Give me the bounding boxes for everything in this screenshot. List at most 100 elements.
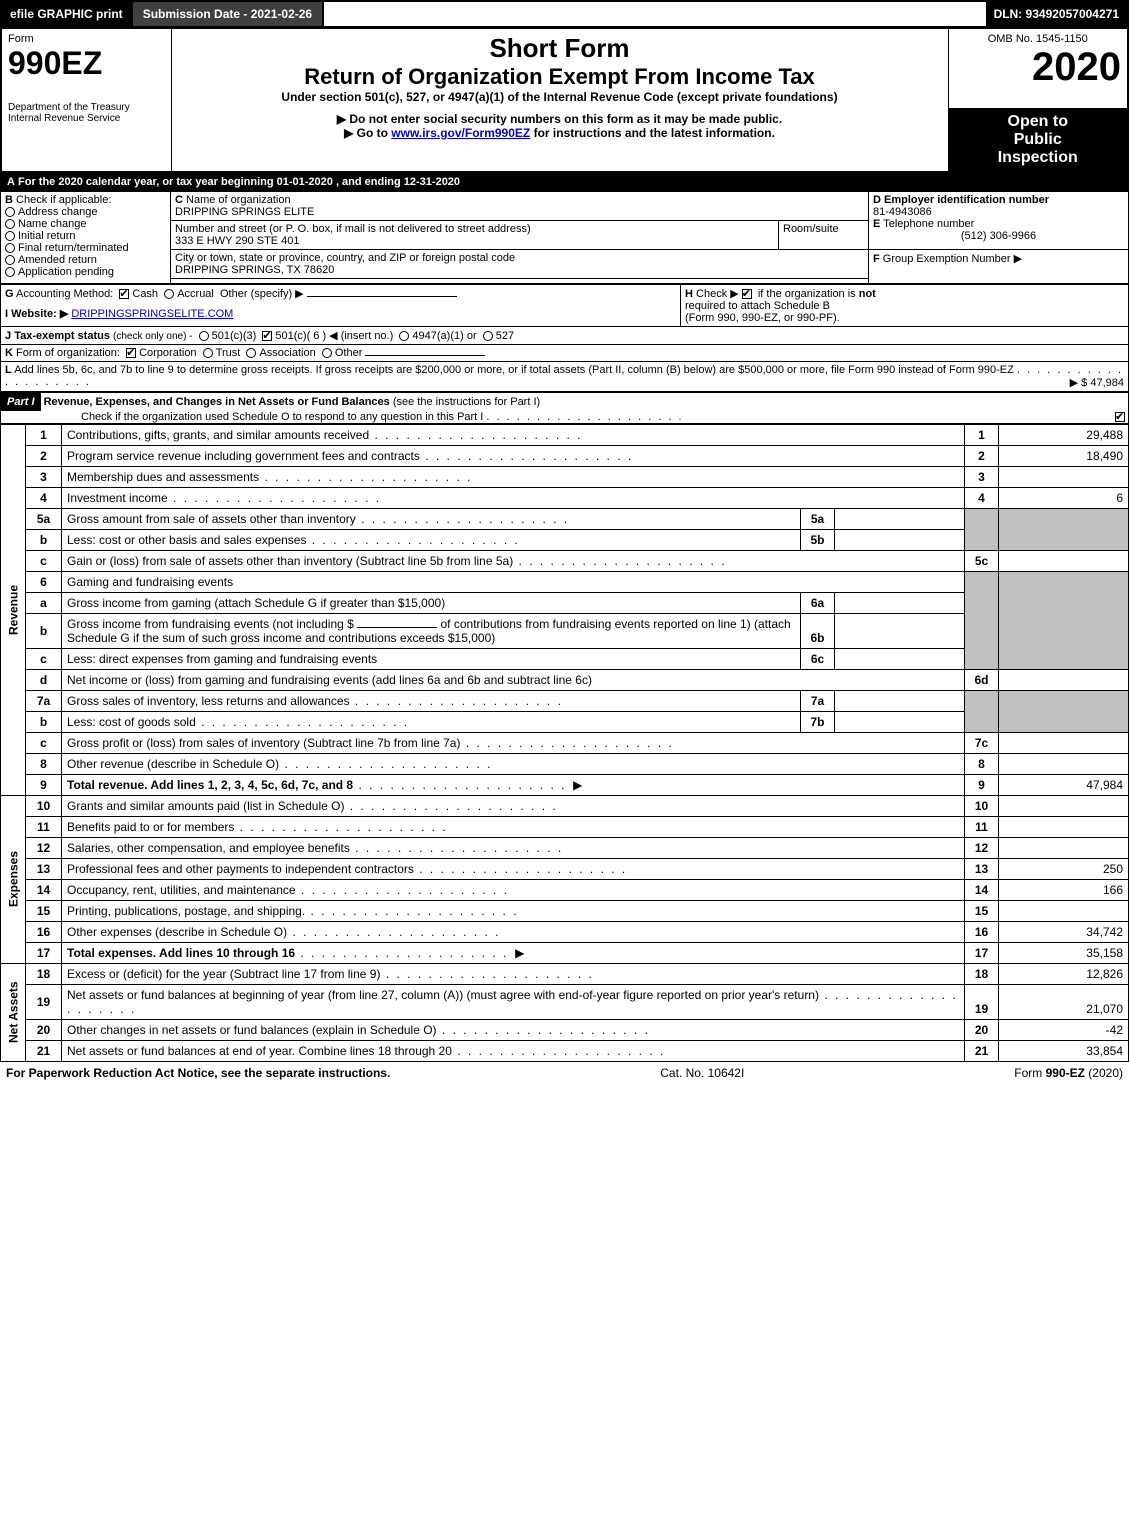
top-bar: efile GRAPHIC print Submission Date - 20… bbox=[0, 0, 1129, 28]
line-19-desc: Net assets or fund balances at beginning… bbox=[67, 988, 819, 1002]
line-1-desc: Contributions, gifts, grants, and simila… bbox=[67, 428, 369, 442]
line-13-num: 13 bbox=[26, 858, 62, 879]
checkbox-schedule-b-not-required[interactable] bbox=[742, 289, 752, 299]
checkbox-527[interactable] bbox=[483, 331, 493, 341]
line-6d-val bbox=[999, 669, 1129, 690]
part-i-check-text: Check if the organization used Schedule … bbox=[1, 411, 483, 423]
website-link[interactable]: DRIPPINGSPRINGSELITE.COM bbox=[71, 308, 233, 320]
line-7c-desc: Gross profit or (loss) from sales of inv… bbox=[67, 736, 460, 750]
line-5c-num: c bbox=[26, 550, 62, 571]
line-6a-num: a bbox=[26, 592, 62, 613]
line-13-desc: Professional fees and other payments to … bbox=[67, 862, 414, 876]
line-5a-desc: Gross amount from sale of assets other t… bbox=[67, 512, 356, 526]
line-5a-ref: 5a bbox=[801, 508, 835, 529]
line-15-val bbox=[999, 900, 1129, 921]
label-h: H bbox=[685, 288, 693, 300]
opt-501c3: 501(c)(3) bbox=[212, 330, 257, 342]
label-c: C bbox=[175, 194, 183, 206]
line-1-val: 29,488 bbox=[999, 424, 1129, 445]
line-7b-val bbox=[835, 711, 965, 732]
checkbox-4947[interactable] bbox=[399, 331, 409, 341]
opt-trust: Trust bbox=[216, 347, 241, 359]
line-16-num: 16 bbox=[26, 921, 62, 942]
checkbox-accrual[interactable] bbox=[164, 289, 174, 299]
line-16-desc: Other expenses (describe in Schedule O) bbox=[67, 925, 287, 939]
open-line2: Public bbox=[955, 131, 1122, 149]
shaded-6v bbox=[999, 571, 1129, 669]
line-14-ref: 14 bbox=[965, 879, 999, 900]
line-8-ref: 8 bbox=[965, 753, 999, 774]
open-line1: Open to bbox=[955, 113, 1122, 131]
checkbox-final-return[interactable] bbox=[5, 243, 15, 253]
checkbox-corporation[interactable] bbox=[126, 348, 136, 358]
checkbox-app-pending[interactable] bbox=[5, 267, 15, 277]
opt-501c: 501(c)( 6 ) ◀ (insert no.) bbox=[275, 330, 393, 342]
line-17-desc: Total expenses. Add lines 10 through 16 bbox=[67, 946, 295, 960]
other-org-line[interactable] bbox=[365, 355, 485, 356]
ein-value: 81-4943086 bbox=[873, 206, 932, 218]
irs-link[interactable]: www.irs.gov/Form990EZ bbox=[391, 126, 530, 140]
label-b: B bbox=[5, 194, 13, 206]
line-10-ref: 10 bbox=[965, 795, 999, 816]
opt-address-change: Address change bbox=[18, 206, 98, 218]
h-not: not bbox=[859, 288, 876, 300]
line-6-num: 6 bbox=[26, 571, 62, 592]
line-8-desc: Other revenue (describe in Schedule O) bbox=[67, 757, 279, 771]
line-6b-blank[interactable] bbox=[357, 627, 437, 628]
checkbox-initial-return[interactable] bbox=[5, 231, 15, 241]
checkbox-association[interactable] bbox=[246, 348, 256, 358]
checkbox-cash[interactable] bbox=[119, 289, 129, 299]
checkbox-address-change[interactable] bbox=[5, 207, 15, 217]
opt-final-return: Final return/terminated bbox=[18, 242, 129, 254]
part-i-title: Revenue, Expenses, and Changes in Net As… bbox=[44, 396, 390, 408]
line-6d-desc: Net income or (loss) from gaming and fun… bbox=[67, 673, 592, 687]
line-7b-ref: 7b bbox=[801, 711, 835, 732]
line-6a-ref: 6a bbox=[801, 592, 835, 613]
name-of-org-label: Name of organization bbox=[186, 194, 291, 206]
checkbox-other-org[interactable] bbox=[322, 348, 332, 358]
line-12-val bbox=[999, 837, 1129, 858]
opt-accrual: Accrual bbox=[177, 288, 214, 300]
line-14-val: 166 bbox=[999, 879, 1129, 900]
other-specify-line[interactable] bbox=[307, 296, 457, 297]
line-9-num: 9 bbox=[26, 774, 62, 795]
omb-number: OMB No. 1545-1150 bbox=[955, 33, 1122, 45]
line-6b-num: b bbox=[26, 613, 62, 648]
form-word: Form bbox=[8, 33, 165, 45]
line-20-num: 20 bbox=[26, 1019, 62, 1040]
h-req-text: required to attach Schedule B bbox=[685, 300, 830, 312]
form-ref-bold: 990-EZ bbox=[1046, 1066, 1085, 1080]
checkbox-name-change[interactable] bbox=[5, 219, 15, 229]
checkbox-501c[interactable] bbox=[262, 331, 272, 341]
line-8-num: 8 bbox=[26, 753, 62, 774]
line-14-desc: Occupancy, rent, utilities, and maintena… bbox=[67, 883, 296, 897]
line-19-ref: 19 bbox=[965, 984, 999, 1019]
efile-print-label[interactable]: efile GRAPHIC print bbox=[2, 2, 131, 26]
line-11-num: 11 bbox=[26, 816, 62, 837]
line-6c-val bbox=[835, 648, 965, 669]
line-9-ref: 9 bbox=[965, 774, 999, 795]
form-number: 990EZ bbox=[8, 45, 165, 82]
line-6b-ref: 6b bbox=[801, 613, 835, 648]
line-6b-val bbox=[835, 613, 965, 648]
no-ssn-notice: ▶ Do not enter social security numbers o… bbox=[178, 112, 942, 126]
room-suite-label: Room/suite bbox=[783, 223, 839, 235]
checkbox-501c3[interactable] bbox=[199, 331, 209, 341]
line-1-ref: 1 bbox=[965, 424, 999, 445]
line-7c-ref: 7c bbox=[965, 732, 999, 753]
label-f: F bbox=[873, 253, 880, 265]
opt-initial-return: Initial return bbox=[18, 230, 75, 242]
checkbox-amended-return[interactable] bbox=[5, 255, 15, 265]
checkbox-schedule-o-used[interactable] bbox=[1115, 412, 1125, 422]
label-l: L bbox=[5, 364, 12, 376]
opt-other-org: Other bbox=[335, 347, 363, 359]
line-9-desc: Total revenue. Add lines 1, 2, 3, 4, 5c,… bbox=[67, 778, 353, 792]
line-18-desc: Excess or (deficit) for the year (Subtra… bbox=[67, 967, 380, 981]
opt-corporation: Corporation bbox=[139, 347, 196, 359]
line-21-val: 33,854 bbox=[999, 1040, 1129, 1061]
line-10-num: 10 bbox=[26, 795, 62, 816]
telephone-label: Telephone number bbox=[883, 218, 974, 230]
shaded-7v bbox=[999, 690, 1129, 732]
page-footer: For Paperwork Reduction Act Notice, see … bbox=[0, 1062, 1129, 1084]
checkbox-trust[interactable] bbox=[203, 348, 213, 358]
